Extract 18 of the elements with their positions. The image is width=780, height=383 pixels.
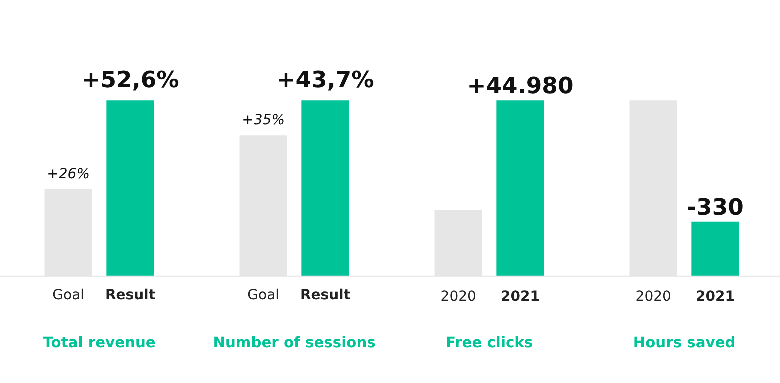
x-tick-label: Result bbox=[105, 288, 156, 304]
data-label: +35% bbox=[242, 112, 286, 129]
x-tick-label: Goal bbox=[248, 288, 280, 304]
x-tick-label: Result bbox=[300, 288, 351, 304]
x-axis-title: Free clicks bbox=[446, 334, 534, 352]
x-tick-label: 2020 bbox=[636, 289, 672, 306]
x-axis-title: Total revenue bbox=[43, 334, 156, 352]
x-axis-title: Number of sessions bbox=[213, 334, 376, 352]
x-axis-title: Hours saved bbox=[633, 334, 736, 352]
data-label: +43,7% bbox=[276, 68, 374, 94]
x-tick-label: Goal bbox=[52, 288, 85, 304]
x-tick-label: 2021 bbox=[696, 289, 735, 306]
data-label: +26% bbox=[47, 166, 90, 182]
annotation: -330 bbox=[687, 194, 744, 221]
x-tick-label: 2021 bbox=[501, 289, 540, 306]
x-tick-label: 2020 bbox=[440, 289, 476, 306]
annotation: +44.980 bbox=[467, 74, 574, 100]
data-label: +52,6% bbox=[82, 68, 180, 94]
